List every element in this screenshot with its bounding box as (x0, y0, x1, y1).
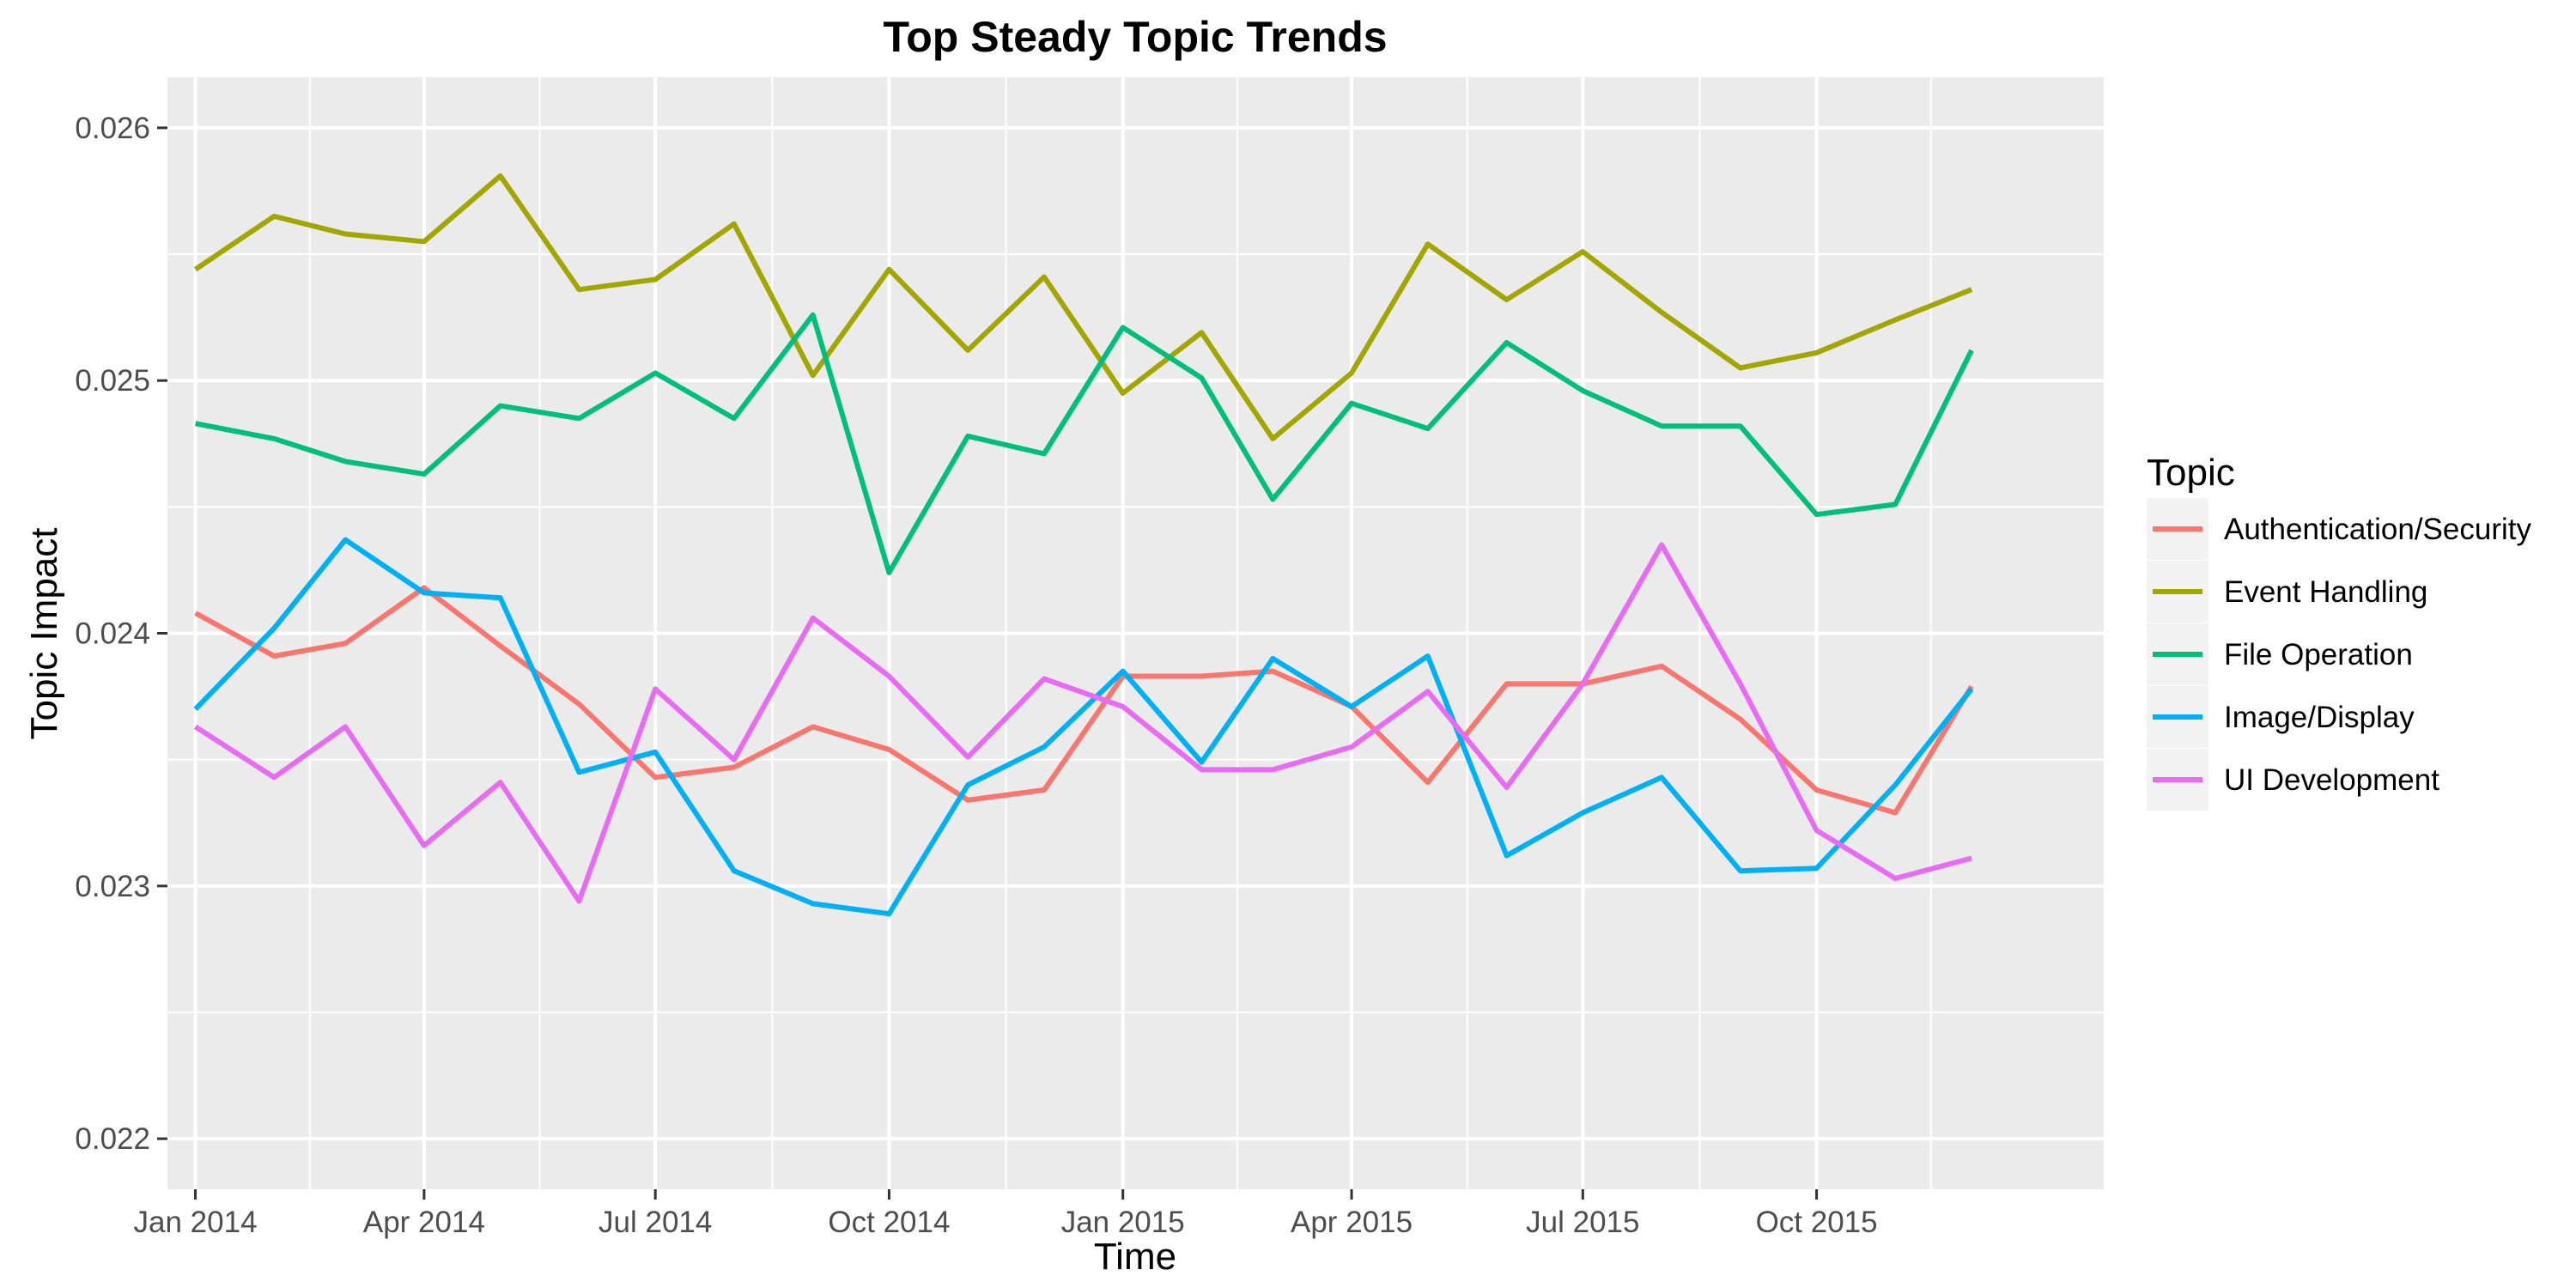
series-line-file-operation (195, 312, 1974, 575)
x-tick-label: Jan 2014 (134, 1206, 258, 1239)
y-axis-title: Topic Impact (23, 528, 65, 740)
y-axis-ticks: 0.022 0.023 0.024 0.025 0.026 (75, 112, 167, 1156)
legend-label-event-handling: Event Handling (2224, 575, 2427, 609)
legend-label-image-display: Image/Display (2224, 701, 2415, 734)
y-tick-label: 0.022 (75, 1122, 150, 1156)
legend-label-file-operation: File Operation (2224, 638, 2413, 671)
series-line-ui-development (193, 542, 1972, 904)
x-tick-label: Jan 2015 (1061, 1206, 1185, 1239)
x-tick-label: Jul 2014 (598, 1206, 712, 1239)
x-tick-label: Apr 2015 (1291, 1206, 1413, 1239)
y-tick-label: 0.024 (75, 617, 150, 651)
legend-label-ui-development: UI Development (2224, 763, 2439, 797)
chart-title: Top Steady Topic Trends (883, 13, 1387, 61)
series-line-image-display (193, 537, 1974, 917)
x-tick-label: Apr 2014 (363, 1206, 485, 1239)
legend-label-authentication-security: Authentication/Security (2224, 513, 2531, 546)
y-tick-label: 0.023 (75, 870, 150, 903)
series-line-event-handling (193, 173, 1973, 441)
x-axis-ticks: Jan 2014 Apr 2014 Jul 2014 Oct 2014 Jan 2015… (134, 1189, 1878, 1239)
legend-title: Topic (2147, 452, 2235, 494)
y-tick-label: 0.026 (75, 112, 150, 145)
legend: Topic Authentication/Security Event Handl… (2147, 452, 2531, 811)
major-gridlines (167, 77, 2104, 1189)
series-line-authentication-security (194, 585, 1974, 816)
x-tick-label: Oct 2015 (1756, 1206, 1878, 1239)
x-axis-title: Time (1094, 1236, 1176, 1278)
series-lines (193, 173, 1974, 917)
x-tick-label: Oct 2014 (828, 1206, 950, 1239)
y-tick-label: 0.025 (75, 364, 150, 398)
x-tick-label: Jul 2015 (1526, 1206, 1639, 1239)
